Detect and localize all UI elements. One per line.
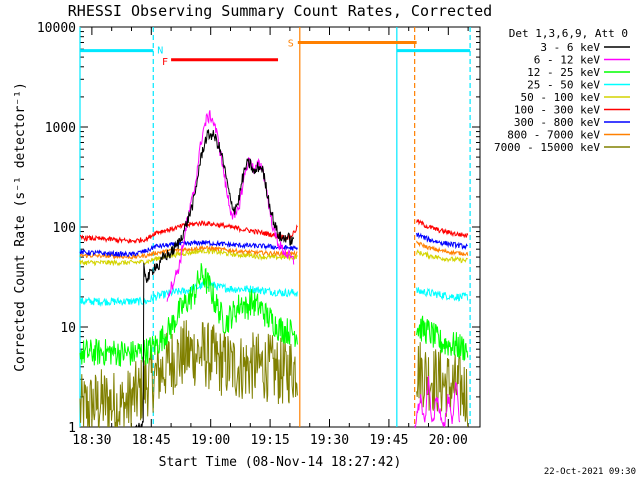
series-line-6-seg-0 bbox=[79, 239, 298, 258]
y-tick-labels: 1 10 100 1000 10000 bbox=[37, 21, 76, 436]
series-line-2-seg-1 bbox=[416, 315, 469, 362]
x-tick-label-1: 18:45 bbox=[132, 433, 171, 448]
series-line-6-seg-1 bbox=[416, 232, 468, 251]
legend-entry-label-3: 25 - 50 keV bbox=[527, 79, 600, 92]
series-line-1-seg-1 bbox=[414, 375, 461, 429]
legend-entry-label-8: 7000 - 15000 keV bbox=[494, 141, 600, 154]
footer-date-stamp: 22-Oct-2021 09:30 bbox=[544, 467, 636, 477]
x-tick-label-0: 18:30 bbox=[72, 433, 111, 448]
x-tick-label-2: 19:00 bbox=[191, 433, 230, 448]
series-lines bbox=[79, 110, 469, 429]
observing-vertical-lines bbox=[79, 27, 471, 427]
series-line-3-seg-1 bbox=[416, 287, 469, 302]
series-line-1-seg-0 bbox=[166, 110, 295, 302]
legend-entry-label-7: 800 - 7000 keV bbox=[507, 129, 600, 142]
flag-label-F: F bbox=[162, 57, 168, 68]
x-tick-label-5: 19:45 bbox=[369, 433, 408, 448]
legend-entry-label-5: 100 - 300 keV bbox=[514, 104, 600, 117]
legend-entry-label-0: 3 - 6 keV bbox=[540, 41, 600, 54]
series-line-5-seg-1 bbox=[416, 219, 469, 239]
x-axis-label: Start Time (08-Nov-14 18:27:42) bbox=[159, 455, 402, 470]
x-tick-label-4: 19:30 bbox=[310, 433, 349, 448]
x-tick-label-3: 19:15 bbox=[251, 433, 290, 448]
series-line-5-seg-0 bbox=[79, 220, 298, 244]
legend-entry-label-4: 50 - 100 keV bbox=[521, 91, 601, 104]
flag-label-N: N bbox=[157, 46, 163, 57]
axis-ticks bbox=[80, 27, 480, 428]
y-tick-label-3: 1000 bbox=[45, 121, 76, 136]
legend-entry-label-6: 300 - 800 keV bbox=[514, 116, 600, 129]
y-tick-label-2: 100 bbox=[53, 221, 76, 236]
flag-label-S: S bbox=[288, 38, 294, 49]
series-line-2-seg-0 bbox=[79, 263, 298, 367]
legend-entry-label-1: 6 - 12 keV bbox=[534, 54, 601, 67]
y-tick-label-0: 1 bbox=[68, 421, 76, 436]
series-line-7-seg-0 bbox=[79, 245, 298, 260]
series-line-3-seg-0 bbox=[79, 280, 298, 307]
x-tick-labels: 18:30 18:45 19:00 19:15 19:30 19:45 20:00 bbox=[72, 433, 468, 448]
observing-flags: NF S bbox=[80, 38, 471, 68]
series-line-4-seg-0 bbox=[79, 247, 298, 267]
chart-title: RHESSI Observing Summary Count Rates, Co… bbox=[68, 2, 492, 20]
y-axis-label: Corrected Count Rate (s⁻¹ detector⁻¹) bbox=[13, 82, 28, 372]
x-tick-label-6: 20:00 bbox=[429, 433, 468, 448]
legend-header: Det 1,3,6,9, Att 0 bbox=[509, 27, 628, 40]
y-tick-label-1: 10 bbox=[60, 321, 76, 336]
series-line-8-seg-1 bbox=[416, 342, 469, 428]
series-line-4-seg-1 bbox=[416, 249, 469, 264]
legend-entry-label-2: 12 - 25 keV bbox=[527, 66, 600, 79]
series-line-8-seg-0 bbox=[79, 320, 298, 429]
series-line-7-seg-1 bbox=[416, 240, 469, 257]
series-line-0-seg-0 bbox=[135, 129, 294, 428]
y-tick-label-4: 10000 bbox=[37, 21, 76, 36]
